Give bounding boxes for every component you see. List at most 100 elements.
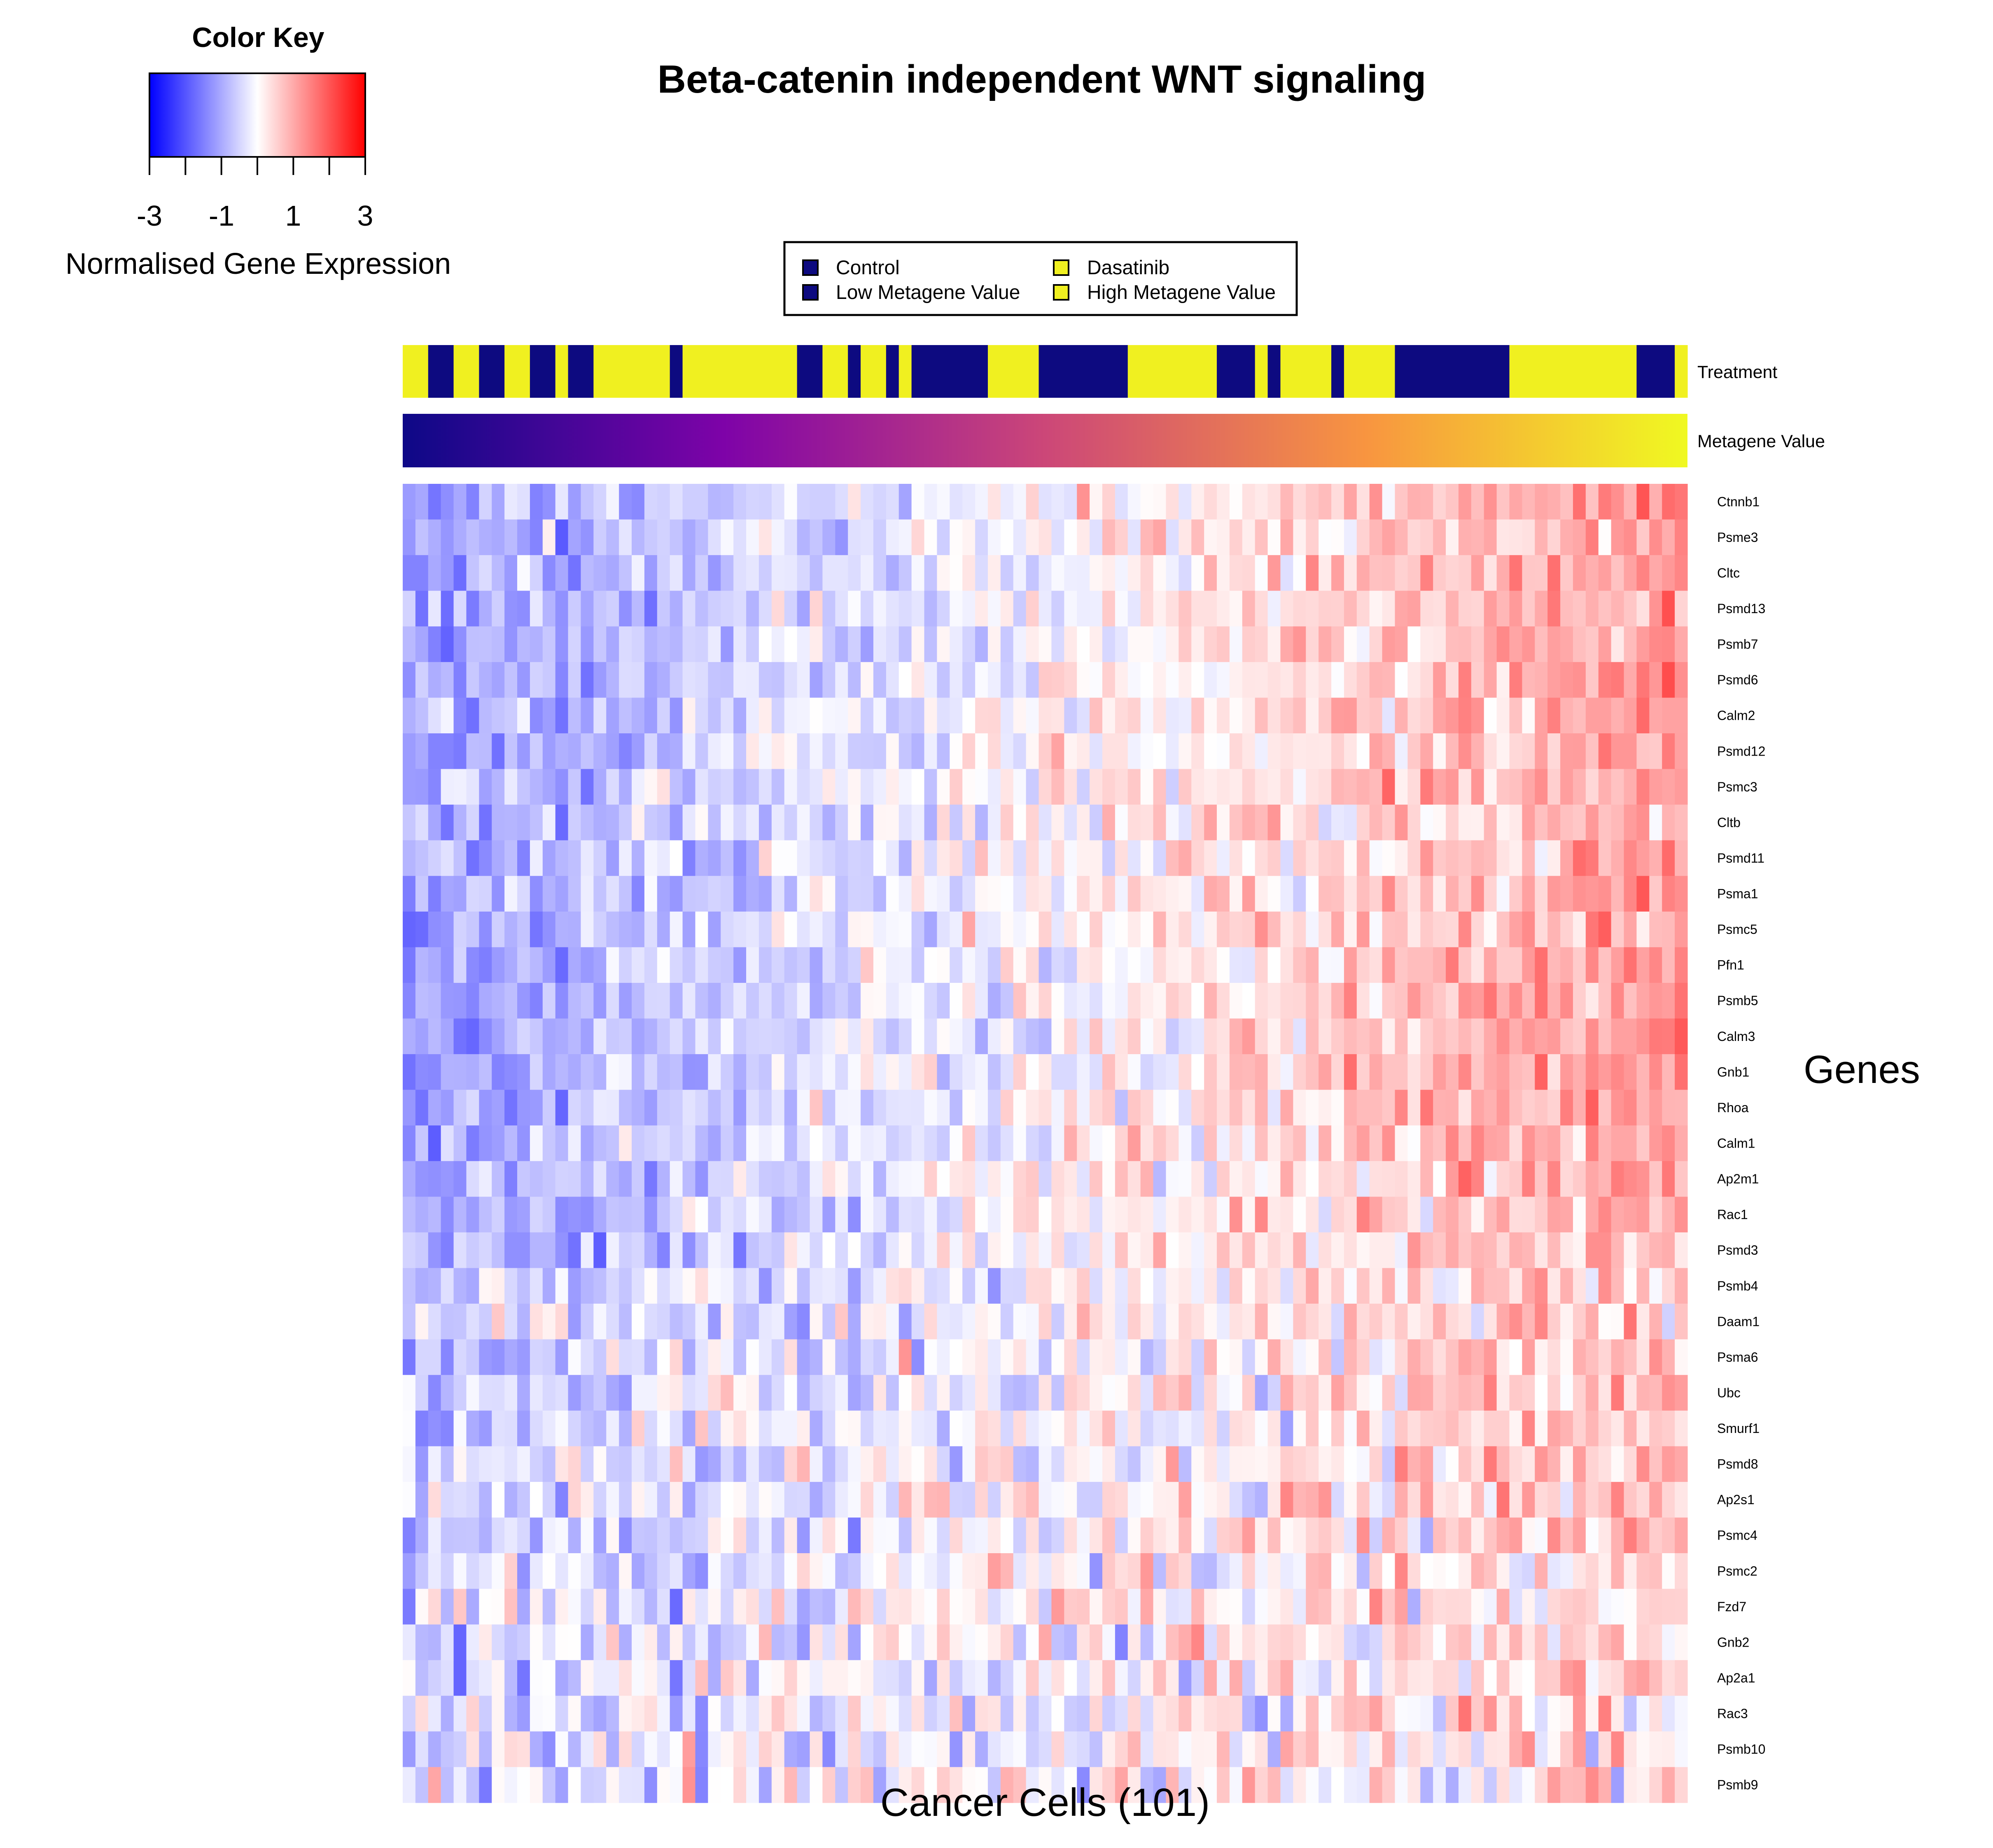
heatmap-cell bbox=[784, 1161, 798, 1197]
heatmap-cell bbox=[657, 1696, 670, 1732]
heatmap-cell bbox=[555, 1304, 569, 1340]
heatmap-cell bbox=[619, 626, 632, 663]
heatmap-cell bbox=[1547, 1767, 1561, 1803]
heatmap-cell bbox=[1280, 1553, 1293, 1589]
heatmap-cell bbox=[657, 733, 670, 770]
heatmap-cell bbox=[403, 1375, 416, 1411]
heatmap-cell bbox=[1153, 555, 1167, 591]
heatmap-cell bbox=[1496, 662, 1510, 698]
treatment-cell-dasatinib bbox=[1535, 345, 1548, 398]
heatmap-cell bbox=[1509, 1090, 1523, 1126]
heatmap-cell bbox=[1077, 1660, 1090, 1696]
heatmap-cell bbox=[1636, 1767, 1650, 1803]
heatmap-cell bbox=[644, 876, 658, 912]
heatmap-cell bbox=[479, 1696, 492, 1732]
heatmap-cell bbox=[1407, 1767, 1421, 1803]
heatmap-cell bbox=[466, 911, 479, 947]
heatmap-cell bbox=[1267, 840, 1281, 876]
heatmap-cell bbox=[657, 555, 670, 591]
heatmap-cell bbox=[1369, 1268, 1383, 1304]
heatmap-cell bbox=[1356, 1696, 1370, 1732]
heatmap-cell bbox=[1242, 982, 1256, 1019]
heatmap-cell bbox=[937, 555, 950, 591]
heatmap-cell bbox=[1458, 1339, 1472, 1375]
heatmap-cell bbox=[1204, 876, 1217, 912]
heatmap-cell bbox=[1560, 555, 1573, 591]
heatmap-cell bbox=[1039, 1018, 1052, 1055]
heatmap-cell bbox=[530, 1018, 543, 1055]
heatmap-cell bbox=[479, 1624, 492, 1661]
heatmap-cell bbox=[1179, 840, 1192, 876]
heatmap-cell bbox=[1217, 1054, 1230, 1090]
heatmap-cell bbox=[784, 1517, 798, 1554]
heatmap-cell bbox=[619, 1482, 632, 1518]
heatmap-cell bbox=[1331, 1696, 1344, 1732]
heatmap-cell bbox=[619, 555, 632, 591]
heatmap-cell bbox=[428, 1339, 441, 1375]
heatmap-cell bbox=[987, 1410, 1001, 1447]
heatmap-cell bbox=[962, 1696, 975, 1732]
heatmap-cell bbox=[1153, 769, 1167, 805]
heatmap-cell bbox=[1573, 840, 1586, 876]
heatmap-cell bbox=[924, 805, 938, 841]
heatmap-cell bbox=[835, 698, 848, 734]
heatmap-cell bbox=[1115, 1517, 1128, 1554]
heatmap-cell bbox=[771, 1553, 785, 1589]
heatmap-cell bbox=[1191, 590, 1204, 627]
heatmap-cell bbox=[1191, 1410, 1204, 1447]
heatmap-cell bbox=[1471, 1197, 1484, 1233]
heatmap-cell bbox=[1611, 1339, 1624, 1375]
heatmap-cell bbox=[1039, 1268, 1052, 1304]
heatmap-cell bbox=[441, 1197, 454, 1233]
heatmap-cell bbox=[810, 1018, 823, 1055]
heatmap-cell bbox=[1395, 1517, 1408, 1554]
gene-label: Ap2m1 bbox=[1717, 1171, 1759, 1186]
heatmap-cell bbox=[619, 1660, 632, 1696]
heatmap-cell bbox=[873, 1767, 887, 1803]
heatmap-cell bbox=[1166, 982, 1179, 1019]
heatmap-cell bbox=[555, 876, 569, 912]
heatmap-cell bbox=[530, 1232, 543, 1269]
heatmap-cell bbox=[924, 1232, 938, 1269]
heatmap-cell bbox=[403, 590, 416, 627]
heatmap-cell bbox=[492, 1446, 505, 1482]
heatmap-cell bbox=[555, 982, 569, 1019]
heatmap-cell bbox=[1217, 1304, 1230, 1340]
heatmap-cell bbox=[1471, 1054, 1484, 1090]
heatmap-cell bbox=[657, 1018, 670, 1055]
heatmap-cell bbox=[861, 590, 874, 627]
heatmap-cell bbox=[555, 1018, 569, 1055]
heatmap-cell bbox=[1636, 876, 1650, 912]
heatmap-cell bbox=[1369, 1232, 1383, 1269]
heatmap-cell bbox=[1496, 555, 1510, 591]
heatmap-cell bbox=[1356, 805, 1370, 841]
heatmap-cell bbox=[1000, 1090, 1014, 1126]
heatmap-cell bbox=[695, 698, 708, 734]
heatmap-cell bbox=[835, 1410, 848, 1447]
heatmap-cell bbox=[1522, 805, 1535, 841]
heatmap-cell bbox=[1382, 1767, 1396, 1803]
heatmap-cell bbox=[1090, 1161, 1103, 1197]
heatmap-cell bbox=[644, 1339, 658, 1375]
heatmap-cell bbox=[721, 1589, 734, 1625]
heatmap-cell bbox=[1153, 1232, 1167, 1269]
heatmap-cell bbox=[708, 698, 721, 734]
heatmap-cell bbox=[1115, 484, 1128, 520]
heatmap-cell bbox=[758, 1446, 772, 1482]
heatmap-cell bbox=[1560, 1410, 1573, 1447]
heatmap-cell bbox=[1013, 1446, 1027, 1482]
heatmap-cell bbox=[1611, 1268, 1624, 1304]
heatmap-cell bbox=[1242, 1660, 1256, 1696]
heatmap-cell bbox=[835, 1767, 848, 1803]
heatmap-cell bbox=[1471, 805, 1484, 841]
heatmap-cell bbox=[886, 1589, 899, 1625]
heatmap-cell bbox=[1547, 911, 1561, 947]
heatmap-cell bbox=[1458, 947, 1472, 983]
treatment-cell-control bbox=[1395, 345, 1408, 398]
heatmap-cell bbox=[1611, 1197, 1624, 1233]
heatmap-cell bbox=[1267, 484, 1281, 520]
heatmap-cell bbox=[1077, 590, 1090, 627]
heatmap-cell bbox=[695, 555, 708, 591]
heatmap-cell bbox=[1331, 947, 1344, 983]
treatment-cell-control bbox=[1077, 345, 1090, 398]
